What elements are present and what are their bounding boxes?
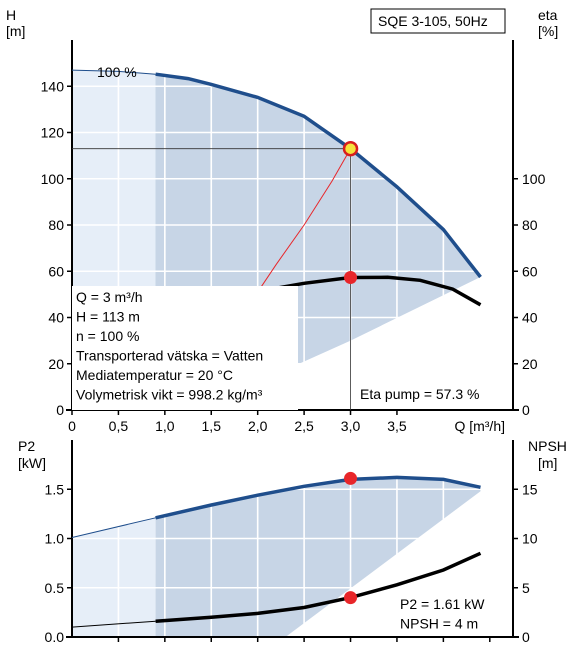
- x-tick-label: 0: [68, 418, 76, 434]
- x-axis-label: Q [m³/h]: [454, 418, 505, 434]
- y2-tick-label: 60: [522, 263, 538, 279]
- speed-curve-label: 100 %: [97, 64, 137, 80]
- duty-info-line: n = 100 %: [76, 328, 139, 344]
- y2-axis-unit-npsh: [m]: [538, 455, 557, 471]
- duty-info-line: Volymetrisk vikt = 998.2 kg/m³: [76, 387, 263, 403]
- y2-tick-label: 5: [522, 580, 530, 596]
- x-tick-label: 3,5: [387, 418, 407, 434]
- y-tick-label: 140: [41, 78, 65, 94]
- chart-title: SQE 3-105, 50Hz: [378, 13, 488, 29]
- power-npsh-axes: 0.0 0.5 1.0 1.5 0 5 10 15: [45, 440, 538, 645]
- y-tick-label: 1.0: [45, 531, 65, 547]
- y-tick-label: 1.5: [45, 481, 65, 497]
- y2-axis-unit-eta: [%]: [538, 23, 558, 39]
- eta-label-box: [356, 382, 502, 404]
- y2-tick-label: 0: [522, 629, 530, 645]
- duty-point-p2-marker: [344, 471, 358, 485]
- operating-range-dark: [155, 477, 481, 637]
- npsh-curve-extrapolated: [72, 620, 156, 628]
- head-curve: [155, 72, 482, 279]
- power-info-lines: P2 = 1.61 kW NPSH = 4 m: [400, 596, 485, 632]
- x-tick-label: 1,0: [155, 418, 175, 434]
- y-axis-unit-p2: [kW]: [18, 455, 46, 471]
- y-axis-label-p2: P2: [18, 438, 35, 454]
- power-curve-extrapolated: [72, 517, 156, 538]
- efficiency-curve: [266, 275, 482, 307]
- power-info-box: [392, 594, 504, 634]
- duty-info-line: Mediatemperatur = 20 °C: [76, 367, 233, 383]
- duty-point-eta-marker: [344, 270, 358, 284]
- x-tick-label: 2,0: [248, 418, 268, 434]
- y-tick-label: 80: [48, 217, 64, 233]
- y-tick-label: 60: [48, 263, 64, 279]
- y-tick-label: 120: [41, 125, 65, 141]
- system-curve: [247, 148, 351, 307]
- x-tick-label: 3,0: [341, 418, 361, 434]
- npsh-curve: [155, 551, 482, 623]
- y2-tick-label: 40: [522, 310, 538, 326]
- duty-info-line: Q = 3 m³/h: [76, 289, 143, 305]
- y-tick-label: 0: [56, 402, 64, 418]
- y2-axis-label-npsh: NPSH: [528, 438, 567, 454]
- y-tick-label: 100: [41, 171, 65, 187]
- power-info-line: P2 = 1.61 kW: [400, 596, 485, 612]
- y-tick-label: 0.5: [45, 580, 65, 596]
- y2-tick-label: 15: [522, 481, 538, 497]
- duty-info-lines: Q = 3 m³/h H = 113 m n = 100 % Transportera…: [76, 289, 263, 403]
- duty-point-npsh-marker: [344, 591, 358, 605]
- y2-tick-label: 0: [522, 402, 530, 418]
- y-axis-label-head: H: [6, 7, 16, 23]
- operating-range-light: [72, 517, 156, 637]
- x-tick-label: 1,5: [202, 418, 222, 434]
- y-tick-label: 40: [48, 310, 64, 326]
- y-tick-label: 20: [48, 356, 64, 372]
- y2-tick-label: 100: [522, 171, 546, 187]
- duty-point-head-marker: [342, 140, 359, 157]
- x-tick-label: 2,5: [294, 418, 314, 434]
- y2-axis-label-eta: eta: [538, 7, 558, 23]
- chart-title-box: [370, 8, 506, 34]
- power-info-line: NPSH = 4 m: [400, 616, 478, 632]
- y2-tick-label: 20: [522, 356, 538, 372]
- duty-info-line: Transporterad vätska = Vatten: [76, 348, 263, 364]
- eta-pump-label: Eta pump = 57.3 %: [360, 386, 479, 402]
- duty-info-line: H = 113 m: [76, 309, 140, 325]
- x-tick-label: 0,5: [109, 418, 129, 434]
- y2-tick-label: 80: [522, 217, 538, 233]
- duty-info-box: [72, 286, 298, 410]
- y-axis-unit-head: [m]: [6, 23, 25, 39]
- power-curve: [155, 475, 481, 520]
- y2-tick-label: 10: [522, 531, 538, 547]
- head-curve-extrapolated: [72, 69, 156, 75]
- head-efficiency-axes: 0 20 40 60 80 100 120 140 0 20 40 60 80 100 0 0,5 1,0 1,5…: [41, 40, 546, 434]
- y-tick-label: 0.0: [45, 629, 65, 645]
